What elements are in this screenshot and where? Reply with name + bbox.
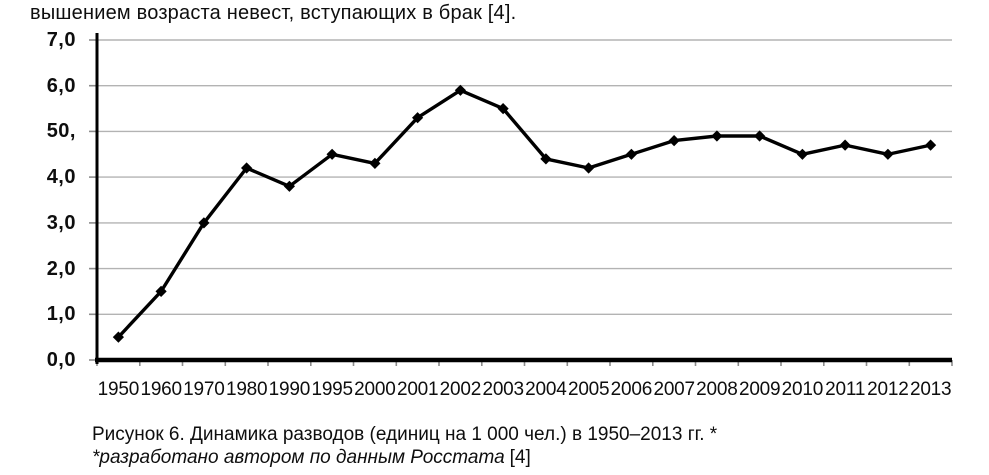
y-axis-label: 4,0: [46, 166, 76, 188]
data-point-marker: [155, 285, 167, 297]
data-point-marker: [711, 130, 723, 142]
x-axis-label: 2008: [696, 379, 738, 400]
data-point-marker: [198, 217, 210, 229]
footnote-source-text: *разработано автором по данным Росстата: [92, 447, 505, 468]
x-axis-label: 2000: [354, 379, 396, 400]
x-axis-label: 1960: [140, 379, 182, 400]
data-point-marker: [925, 139, 937, 151]
footnote-citation: [4]: [509, 447, 531, 468]
x-axis-label: 2004: [525, 379, 567, 400]
y-axis-label: 3,0: [46, 212, 76, 234]
x-axis-label: 1980: [225, 379, 268, 400]
data-point-marker: [112, 331, 124, 343]
data-point-marker: [326, 148, 338, 160]
data-point-marker: [497, 103, 509, 115]
x-axis-label: 2006: [610, 379, 653, 400]
data-point-marker: [625, 148, 637, 160]
data-point-marker: [454, 84, 466, 96]
data-point-marker: [796, 148, 808, 160]
data-point-marker: [754, 130, 766, 142]
y-axis-label: 2,0: [46, 258, 76, 280]
y-axis-label: 50,: [46, 120, 76, 142]
x-axis-label: 1990: [268, 379, 311, 400]
data-point-marker: [839, 139, 851, 151]
x-axis-label: 2012: [867, 379, 909, 400]
x-axis-label: 2007: [653, 379, 695, 400]
data-point-marker: [668, 135, 680, 147]
x-axis-label: 2013: [909, 379, 952, 400]
x-axis-label: 2005: [567, 379, 610, 400]
x-axis-label: 2011: [825, 379, 866, 400]
data-point-marker: [283, 180, 295, 192]
y-axis-label: 0,0: [46, 349, 76, 371]
x-axis-label: 2003: [482, 379, 524, 400]
y-axis-label: 7,0: [46, 29, 76, 51]
x-axis-label: 2002: [439, 379, 482, 400]
x-axis-label: 2001: [396, 379, 439, 400]
body-text: вышением возраста невест, вступающих в б…: [30, 2, 517, 24]
series-line: [116, 88, 933, 339]
data-point-marker: [882, 148, 894, 160]
data-point-marker: [369, 157, 381, 169]
y-axis-label: 1,0: [46, 303, 76, 325]
data-point-marker: [540, 153, 552, 165]
data-point-marker: [583, 162, 595, 174]
x-axis-label: 2010: [781, 379, 824, 400]
figure-caption: Рисунок 6. Динамика разводов (единиц на …: [92, 424, 718, 445]
x-axis-label: 1950: [97, 379, 140, 400]
x-axis-label: 1970: [183, 379, 225, 400]
data-point-marker: [241, 162, 253, 174]
figure-footnote: *разработано автором по данным Росстата[…: [92, 446, 531, 469]
x-axis-label: 2009: [738, 379, 781, 400]
data-point-marker: [412, 112, 424, 124]
y-axis-label: 6,0: [46, 75, 76, 97]
x-axis-label: 1995: [311, 379, 353, 400]
